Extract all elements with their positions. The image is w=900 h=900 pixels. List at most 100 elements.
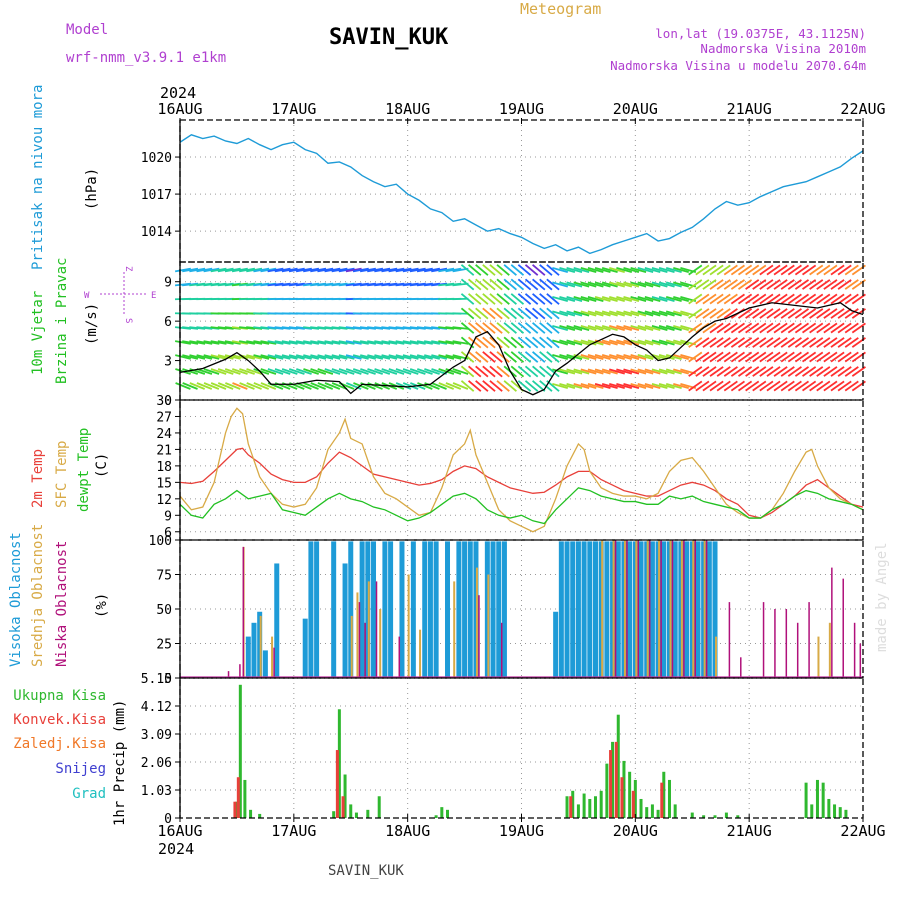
- wind-barb: [374, 354, 391, 360]
- wind-barb: [517, 351, 532, 363]
- high-cloud-bar: [575, 541, 581, 678]
- wind-barb: [224, 368, 241, 375]
- wind-barb: [673, 325, 689, 331]
- wind-barb: [438, 382, 454, 390]
- high-cloud-bar: [592, 541, 598, 678]
- wind-barb: [609, 267, 625, 273]
- wind-barb: [802, 351, 817, 363]
- wind-barb: [623, 383, 640, 389]
- mid-cloud-bar: [703, 540, 706, 678]
- wind-barb: [837, 264, 852, 276]
- wind-barb: [695, 380, 710, 392]
- high-cloud-bar: [445, 541, 451, 678]
- wind-barb: [381, 354, 398, 360]
- high-cloud-bar: [410, 541, 416, 678]
- wind-barb: [367, 382, 383, 390]
- wind-barb: [324, 267, 341, 273]
- wind-barb: [231, 340, 248, 345]
- mid-cloud-bar: [407, 574, 410, 678]
- wind-barb: [475, 322, 489, 334]
- wind-barb: [837, 380, 852, 392]
- cloud-ylabel-3: Niska Oblacnost: [54, 541, 70, 667]
- wind-barb: [573, 267, 590, 273]
- wind-barb: [587, 281, 604, 288]
- wind-barb: [238, 340, 256, 345]
- wind-barb: [510, 365, 525, 378]
- high-cloud-bar: [604, 541, 610, 678]
- wind-barb: [467, 336, 482, 349]
- wind-barb: [816, 322, 831, 334]
- total-precip-bar: [238, 684, 242, 818]
- total-precip-bar: [332, 811, 336, 818]
- high-cloud-bar: [581, 541, 587, 678]
- wind-barb: [644, 296, 661, 302]
- wind-barb: [381, 267, 398, 273]
- wind-barb: [260, 340, 277, 345]
- wind-barb: [630, 325, 647, 331]
- wind-barb: [532, 293, 546, 305]
- wind-barb: [274, 340, 291, 345]
- low-cloud-bar: [705, 540, 708, 678]
- y-tick-label: 0: [164, 394, 172, 409]
- wind-barb: [802, 279, 817, 290]
- high-cloud-bar: [314, 541, 320, 678]
- high-cloud-bar: [712, 541, 718, 678]
- total-precip-bar: [815, 779, 819, 818]
- wind-barb: [752, 380, 767, 392]
- wind-barb: [253, 340, 270, 345]
- wind-barb: [752, 279, 767, 290]
- wind-barb: [809, 279, 824, 290]
- wind-barb: [752, 308, 767, 319]
- wind-barb: [475, 380, 489, 392]
- wind-barb: [546, 264, 560, 276]
- wind-barb: [594, 281, 611, 288]
- high-cloud-bar: [302, 618, 308, 678]
- wind-barb: [651, 267, 668, 273]
- low-cloud-bar: [358, 602, 361, 678]
- wind-barb: [730, 293, 746, 305]
- wind-barb: [716, 351, 731, 363]
- wind-unit: (m/s): [84, 303, 100, 345]
- wind-barb: [452, 382, 469, 390]
- wind-barb: [630, 383, 647, 389]
- wind-barb: [702, 337, 717, 348]
- wind-barb: [658, 368, 675, 375]
- wind-barb: [196, 354, 213, 360]
- wind-barb: [573, 310, 590, 317]
- wind-barb: [616, 296, 633, 302]
- wind-barb: [780, 351, 795, 363]
- total-precip-bar: [656, 809, 660, 818]
- wind-barb: [745, 337, 760, 348]
- wind-barb: [594, 296, 611, 302]
- wind-barb: [766, 380, 781, 392]
- wind-barb: [352, 340, 369, 345]
- wind-barb: [745, 308, 760, 319]
- wind-barb: [823, 279, 838, 290]
- high-cloud-bar: [371, 541, 377, 678]
- wind-barb: [601, 339, 618, 346]
- convective-precip-bar: [233, 801, 237, 818]
- wind-barb: [844, 279, 859, 290]
- wind-barb: [566, 368, 583, 375]
- wind-barb: [616, 383, 633, 389]
- y-tick-label: 30: [156, 394, 172, 409]
- low-cloud-bar: [671, 540, 674, 678]
- high-cloud-bar: [359, 541, 365, 678]
- low-cloud-bar: [740, 657, 742, 678]
- wind-barb: [616, 281, 633, 288]
- wind-barb: [303, 340, 320, 345]
- wind-barb: [267, 368, 284, 375]
- x-tick-label-bottom: 16AUG: [157, 822, 202, 840]
- wind-barb: [794, 366, 810, 377]
- wind-barb: [665, 310, 682, 317]
- wind-barb: [644, 339, 661, 346]
- total-precip-bar: [377, 796, 381, 818]
- wind-barb: [745, 380, 760, 392]
- wind-barb: [203, 368, 220, 375]
- wind-barb: [388, 267, 405, 273]
- x-tick-label-bottom: 21AUG: [727, 822, 772, 840]
- wind-barb: [517, 365, 532, 378]
- total-precip-bar: [844, 809, 848, 818]
- total-precip-bar: [650, 804, 654, 818]
- wind-barb: [552, 296, 569, 302]
